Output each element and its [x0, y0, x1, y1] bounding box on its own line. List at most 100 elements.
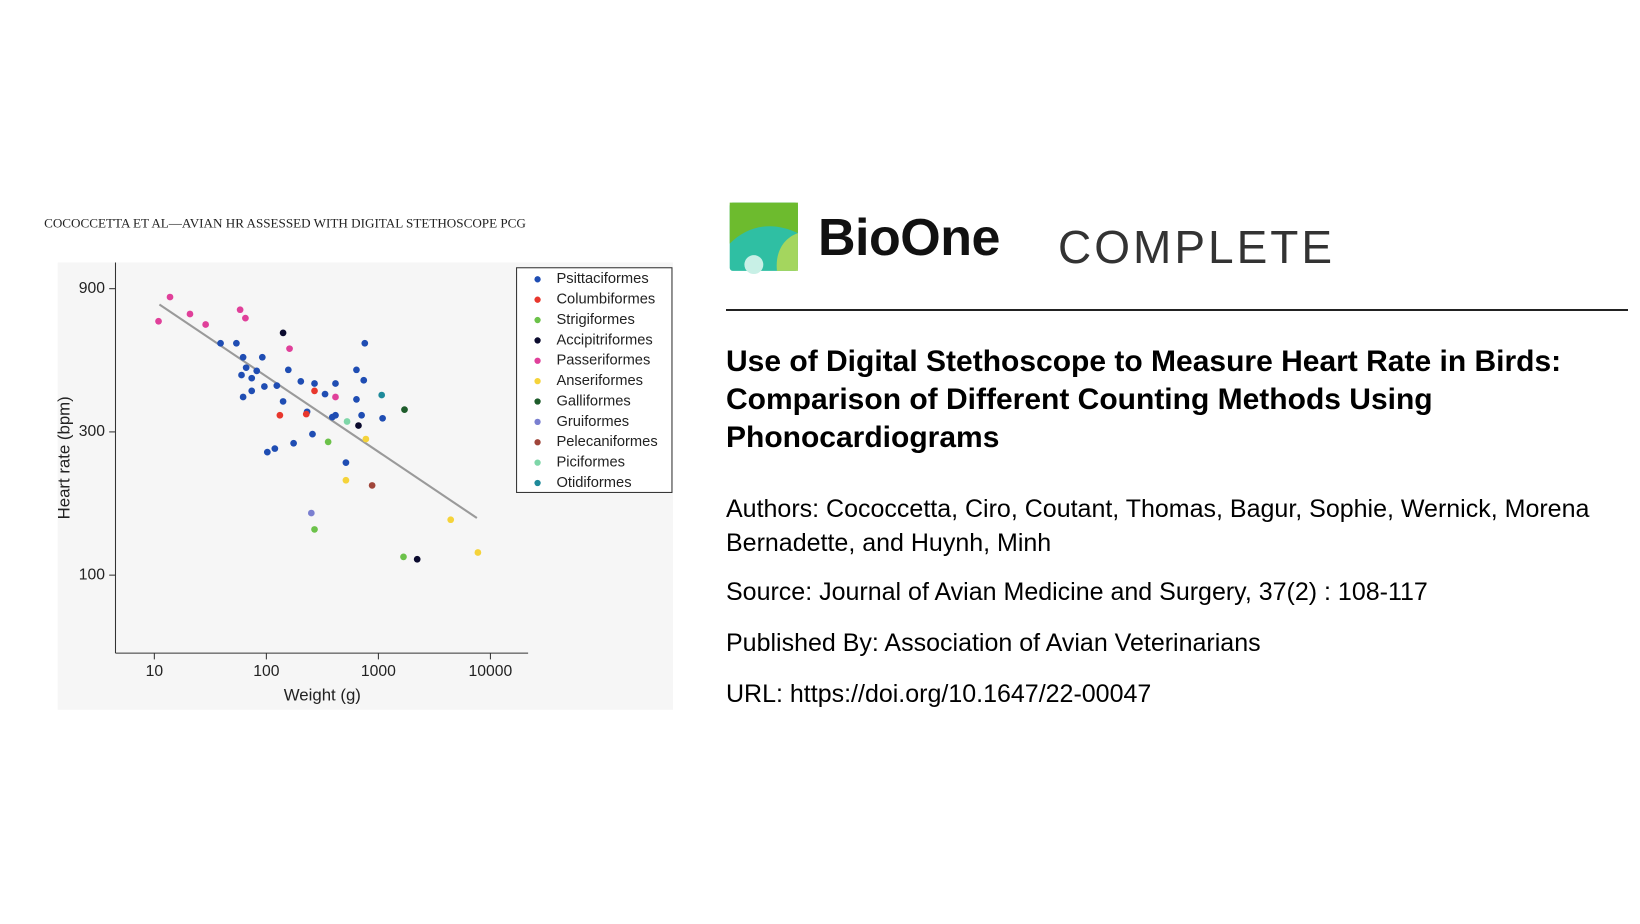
data-point	[290, 439, 297, 447]
running-head: COCOCCETTA ET AL—AVIAN HR ASSESSED WITH …	[44, 216, 526, 231]
data-point	[353, 396, 360, 403]
data-point	[155, 317, 162, 325]
article-authors: Authors: Cococcetta, Ciro, Coutant, Thom…	[726, 495, 1590, 557]
data-point	[253, 367, 261, 375]
data-point	[358, 411, 365, 419]
legend-marker	[534, 337, 541, 344]
x-tick-label: 10000	[469, 663, 513, 680]
data-point	[233, 339, 240, 347]
data-point	[236, 306, 244, 314]
legend-marker	[534, 479, 541, 487]
data-point	[311, 380, 318, 387]
data-point	[297, 378, 305, 385]
data-point	[311, 387, 318, 395]
logo	[729, 202, 798, 275]
legend-marker	[534, 357, 541, 364]
data-point	[307, 509, 315, 517]
article-publisher: Published By: Association of Avian Veter…	[726, 629, 1261, 657]
data-point	[217, 339, 224, 347]
data-point	[284, 366, 292, 374]
data-point	[368, 482, 376, 489]
legend-label: Pelecaniformes	[556, 434, 657, 450]
data-point	[401, 406, 408, 413]
legend-marker	[534, 439, 541, 446]
x-tick-label: 1000	[361, 663, 396, 680]
data-point	[413, 555, 421, 563]
fit-line	[158, 303, 478, 519]
legend-box	[516, 267, 673, 493]
data-point	[309, 430, 316, 438]
data-point	[447, 516, 455, 524]
legend-marker	[534, 378, 541, 385]
legend-label: Psittaciformes	[556, 271, 648, 287]
data-point	[263, 448, 271, 456]
legend-label: Otidiformes	[556, 475, 631, 491]
data-point	[186, 310, 194, 318]
data-point	[302, 410, 310, 418]
data-point	[361, 339, 369, 347]
legend-marker	[534, 398, 541, 405]
legend-label: Anseriformes	[556, 373, 643, 389]
data-point	[400, 553, 407, 561]
legend-label: Passeriformes	[556, 353, 650, 369]
y-tick-label: 900	[79, 280, 106, 297]
data-point	[332, 393, 339, 401]
data-point	[286, 345, 293, 353]
data-point	[332, 380, 339, 387]
data-point	[343, 418, 351, 425]
data-point	[379, 414, 386, 422]
data-point	[279, 329, 287, 337]
data-point	[355, 422, 362, 429]
legend-label: Accipitriformes	[556, 332, 652, 348]
legend-label: Strigiformes	[556, 312, 634, 328]
data-point	[242, 364, 250, 372]
y-tick-label: 100	[79, 566, 106, 583]
data-point	[353, 366, 360, 374]
x-tick-label: 100	[253, 663, 280, 680]
data-point	[474, 549, 482, 556]
data-point	[238, 371, 245, 379]
data-point	[362, 435, 370, 443]
data-point	[248, 374, 256, 382]
data-point	[242, 314, 249, 322]
article-source: Source: Journal of Avian Medicine and Su…	[726, 578, 1428, 606]
data-point	[311, 526, 318, 533]
data-point	[239, 353, 247, 361]
data-point	[273, 382, 281, 389]
legend-marker	[534, 316, 541, 324]
data-point	[202, 321, 209, 328]
article-title: Use of Digital Stethoscope to Measure He…	[726, 345, 1562, 454]
y-axis-label: Heart rate (bpm)	[55, 396, 74, 519]
legend-label: Columbiformes	[556, 292, 655, 308]
data-point	[279, 398, 287, 405]
data-point	[324, 438, 332, 446]
brand-product: COMPLETE	[1058, 221, 1336, 273]
data-point	[342, 459, 350, 467]
data-point	[239, 393, 247, 401]
legend-label: Gruiformes	[556, 414, 629, 430]
legend-marker	[534, 296, 541, 303]
x-axis-label: Weight (g)	[284, 686, 361, 705]
data-point	[321, 390, 329, 398]
legend-marker	[534, 276, 541, 283]
y-tick-label: 300	[79, 423, 106, 440]
legend-label: Galliformes	[556, 393, 630, 409]
data-point	[166, 293, 174, 301]
data-point	[261, 383, 268, 390]
data-point	[328, 413, 336, 421]
divider	[726, 309, 1628, 311]
article-url: URL: https://doi.org/10.1647/22-00047	[726, 680, 1152, 708]
data-point	[258, 353, 266, 361]
brand-name: BioOne	[818, 209, 1000, 267]
legend-marker	[534, 459, 541, 466]
x-tick-label: 10	[146, 663, 164, 680]
data-point	[342, 476, 350, 484]
legend-label: Piciformes	[556, 455, 625, 471]
data-point	[248, 387, 256, 395]
data-point	[360, 376, 368, 384]
data-point	[378, 391, 386, 399]
data-point	[271, 445, 279, 452]
legend-marker	[534, 418, 541, 426]
